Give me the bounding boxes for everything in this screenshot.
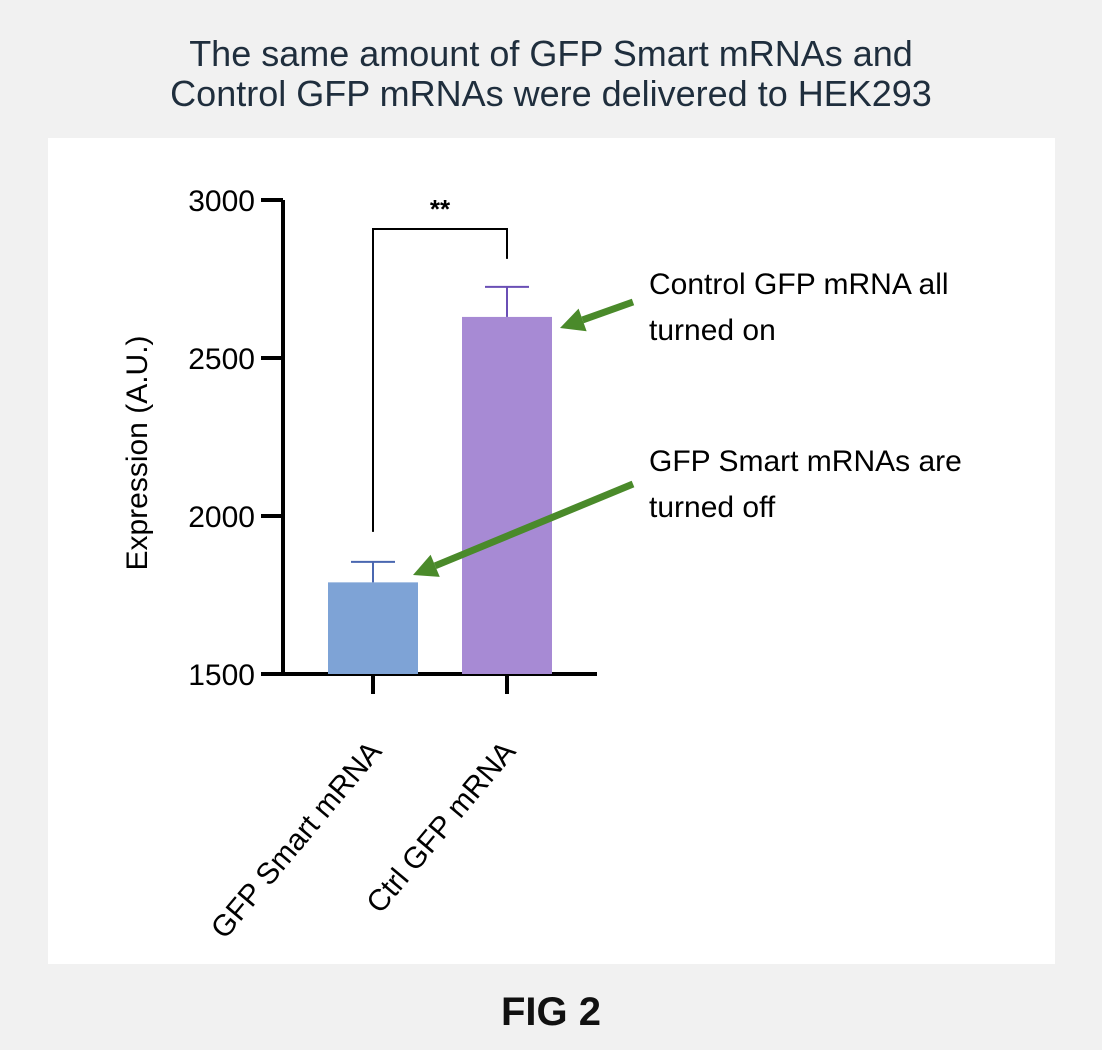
figure-label: FIG 2 bbox=[500, 990, 602, 1034]
y-tick-label: 1500 bbox=[188, 659, 255, 692]
y-axis-label: Expression (A.U.) bbox=[121, 335, 154, 570]
bar-chart: 1500 2000 2500 3000 Expression (A.U.) GFP Sma… bbox=[121, 185, 962, 945]
annotation-text: Control GFP mRNA all bbox=[649, 268, 949, 301]
annotation-text: turned on bbox=[649, 314, 776, 347]
significance-label: ** bbox=[430, 194, 451, 224]
bar bbox=[462, 316, 552, 674]
chart-title: The same amount of GFP Smart mRNAs and C… bbox=[0, 34, 1102, 114]
annotation-text: turned off bbox=[649, 491, 776, 524]
significance-bracket bbox=[372, 228, 508, 532]
annotation-arrow bbox=[581, 298, 635, 324]
annotation-arrowhead bbox=[413, 554, 440, 577]
chart-panel: 1500 2000 2500 3000 Expression (A.U.) GFP Sma… bbox=[48, 138, 1055, 964]
annotation-arrowhead bbox=[560, 308, 587, 332]
annotation-arrow bbox=[433, 480, 635, 570]
x-tick-label: GFP Smart mRNA bbox=[205, 735, 388, 945]
chart-title-line-1: The same amount of GFP Smart mRNAs and bbox=[189, 33, 913, 74]
annotation-text: GFP Smart mRNAs are bbox=[649, 445, 962, 478]
y-tick-label: 3000 bbox=[188, 185, 255, 218]
bar bbox=[328, 582, 418, 674]
chart-title-line-2: Control GFP mRNAs were delivered to HEK2… bbox=[170, 73, 932, 114]
x-tick-label: Ctrl GFP mRNA bbox=[360, 735, 522, 919]
y-tick-label: 2000 bbox=[188, 501, 255, 534]
y-tick-label: 2500 bbox=[188, 343, 255, 376]
